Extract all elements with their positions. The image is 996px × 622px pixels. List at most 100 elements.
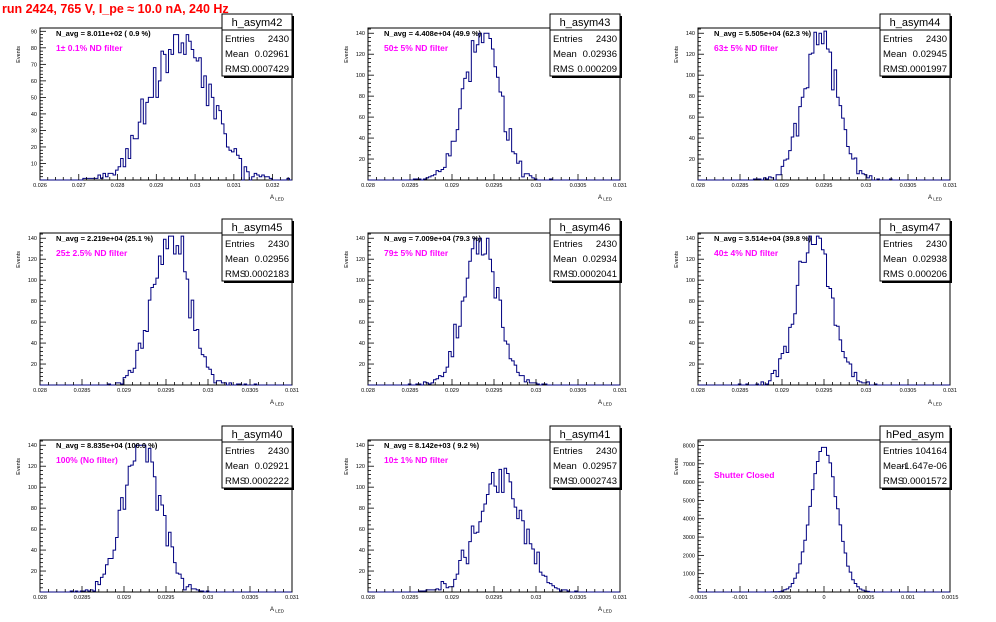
y-axis: 20 40 60 80 100 120 140 Events [674, 28, 704, 177]
y-tick-label: 4000 [683, 517, 695, 523]
stat-value: 0.000206 [907, 269, 947, 280]
stats-frame [879, 425, 951, 489]
stat-name: Mean [225, 49, 249, 60]
y-tick-label: 7000 [683, 462, 695, 468]
x-tick-label: 0.029 [149, 183, 163, 189]
y-axis: 20 40 60 80 100 120 140 Events [344, 28, 374, 177]
y-tick-label: 60 [359, 115, 365, 121]
x-tick-label: 0.03 [861, 183, 872, 189]
y-tick-label: 100 [28, 278, 37, 284]
histogram-line [698, 446, 950, 593]
y-tick-label: 8000 [683, 443, 695, 449]
histogram-name: hPed_asym [886, 429, 944, 441]
x-tick-label: 0.029 [775, 388, 789, 394]
filter-label: Shutter Closed [714, 470, 774, 480]
histogram-line [40, 444, 292, 593]
stats-box: h_asym42 Entries 2430 Mean 0.02961 RMS0.00074… [221, 13, 294, 78]
x-tick-label: 0.03 [203, 388, 214, 394]
histogram-line [368, 32, 620, 181]
stat-value: 0.02957 [583, 461, 617, 472]
stat-name: Entries [883, 239, 913, 250]
x-tick-label: 0.031 [613, 388, 627, 394]
x-tick-label: 0.028 [111, 183, 125, 189]
stat-name: Entries [553, 446, 583, 457]
stat-value: 0.0002183 [244, 269, 289, 280]
y-tick-label: 60 [689, 115, 695, 121]
y-axis-label: Events [16, 458, 22, 475]
x-tick-label: 0 [822, 595, 825, 601]
y-tick-label: 20 [359, 569, 365, 575]
stat-name: RMS [225, 476, 246, 487]
stat-value: 2430 [596, 446, 617, 457]
x-tick-label: 0.0295 [816, 388, 833, 394]
filter-label: 50± 5% ND filter [384, 43, 449, 53]
x-tick-label: 0.0295 [486, 183, 503, 189]
stat-value: -1.647e-06 [901, 461, 947, 472]
stats-box: h_asym41 Entries 2430 Mean 0.02957 RMS0.00027… [549, 425, 622, 490]
x-tick-label: 0.026 [33, 183, 47, 189]
x-tick-label: -0.0005 [773, 595, 792, 601]
stats-frame [221, 425, 293, 489]
stat-value: 0.02938 [913, 254, 947, 265]
y-tick-label: 100 [356, 485, 365, 491]
y-tick-label: 140 [686, 31, 695, 37]
y-tick-label: 40 [689, 136, 695, 142]
stats-frame [549, 218, 621, 282]
y-tick-label: 70 [31, 62, 37, 68]
x-axis-label: A LED [270, 195, 285, 202]
stat-value: 0.0002743 [572, 476, 617, 487]
stat-name: Entries [225, 446, 255, 457]
histogram-name: h_asym45 [232, 222, 283, 234]
filter-label: 79± 5% ND filter [384, 248, 449, 258]
y-axis: 20 40 60 80 100 120 140 Events [16, 233, 46, 382]
y-tick-label: 80 [689, 94, 695, 100]
stats-box: h_asym46 Entries 2430 Mean 0.02934 RMS0.00020… [549, 218, 622, 283]
stat-value: 0.0001572 [902, 476, 947, 487]
y-tick-label: 20 [689, 362, 695, 368]
y-axis-label: Events [16, 251, 22, 268]
stat-value: 2430 [926, 239, 947, 250]
x-tick-label: 0.001 [901, 595, 915, 601]
y-tick-label: 80 [31, 46, 37, 52]
x-tick-label: 0.03 [531, 183, 542, 189]
y-tick-label: 20 [689, 157, 695, 163]
x-tick-label: 0.03 [861, 388, 872, 394]
x-tick-label: 0.032 [266, 183, 280, 189]
stat-name: Mean [553, 254, 577, 265]
stat-value: 0.02936 [583, 49, 617, 60]
x-tick-label: 0.0285 [74, 595, 91, 601]
y-axis-label: Events [16, 46, 22, 63]
y-tick-label: 60 [689, 320, 695, 326]
x-axis: 0.026 0.027 0.028 0.029 0.03 0.031 0.032 A LED [33, 174, 289, 202]
y-tick-label: 3000 [683, 535, 695, 541]
y-tick-label: 20 [31, 145, 37, 151]
x-tick-label: 0.031 [285, 595, 299, 601]
y-tick-label: 6000 [683, 480, 695, 486]
y-tick-label: 120 [356, 464, 365, 470]
stat-name: Entries [553, 239, 583, 250]
x-axis-label: A LED [598, 195, 613, 202]
stats-frame [221, 218, 293, 282]
y-tick-label: 80 [359, 94, 365, 100]
x-tick-label: 0.0285 [732, 183, 749, 189]
x-tick-label: 0.0285 [402, 388, 419, 394]
x-tick-label: 0.029 [445, 595, 459, 601]
stats-box: h_asym44 Entries 2430 Mean 0.02945 RMS0.00019… [879, 13, 952, 78]
x-tick-label: 0.0005 [858, 595, 875, 601]
y-axis-label: Events [674, 251, 680, 268]
stat-value: 2430 [268, 239, 289, 250]
y-tick-label: 60 [31, 320, 37, 326]
x-tick-label: 0.0295 [158, 595, 175, 601]
y-tick-label: 120 [28, 464, 37, 470]
y-tick-label: 30 [31, 128, 37, 134]
n-avg-label: N_avg = 8.011e+02 ( 0.9 %) [56, 29, 151, 38]
stats-box: h_asym43 Entries 2430 Mean 0.02936 RMS 0.00020… [549, 13, 622, 78]
x-tick-label: -0.001 [732, 595, 748, 601]
y-tick-label: 120 [686, 257, 695, 263]
stat-name: RMS [883, 476, 904, 487]
x-tick-label: 0.028 [691, 183, 705, 189]
